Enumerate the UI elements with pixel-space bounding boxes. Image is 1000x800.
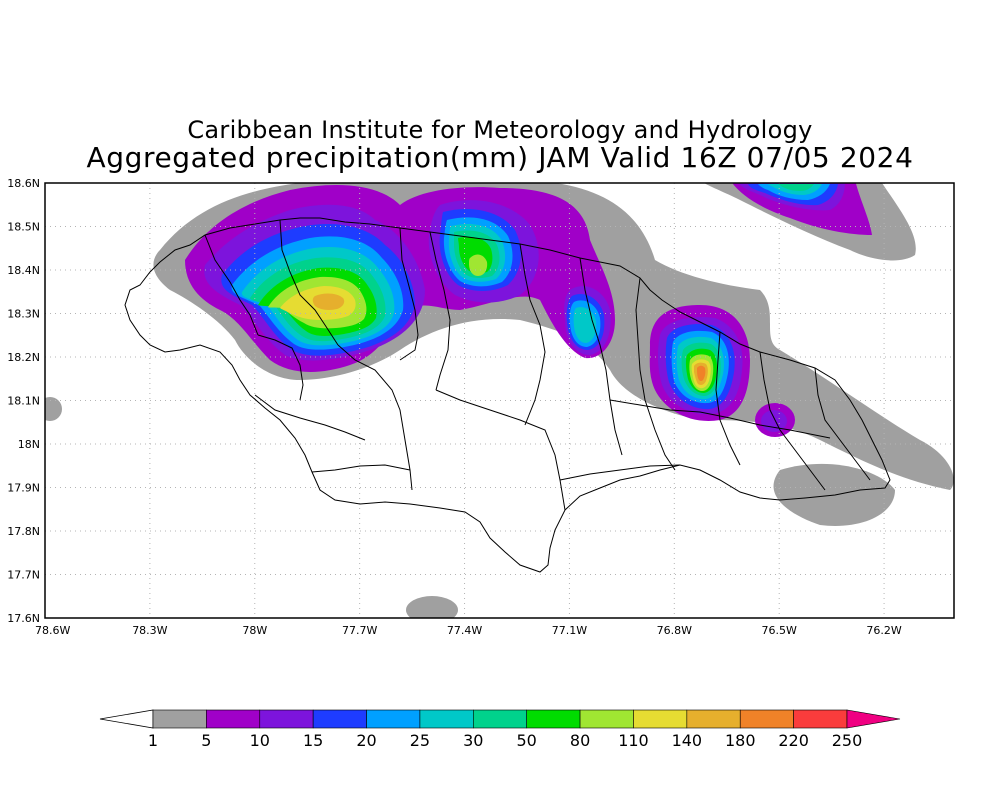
y-tick-label: 17.8N: [7, 525, 40, 538]
colorbar-segment: [633, 709, 688, 729]
colorbar-label: 25: [410, 731, 430, 750]
x-tick-label: 76.5W: [762, 624, 797, 637]
x-tick-label: 76.8W: [657, 624, 692, 637]
colorbar-segment: [739, 709, 794, 729]
y-tick-label: 18.2N: [7, 351, 40, 364]
y-tick-label: 17.7N: [7, 569, 40, 582]
map-title: Caribbean Institute for Meteorology and …: [187, 116, 813, 144]
colorbar-high-arrow: [846, 709, 901, 729]
map-frame: [44, 182, 955, 619]
x-axis-ticks: 78.6W 78.3W 78W 77.7W 77.4W 77.1W 76.8W 76.5W 76…: [35, 624, 902, 637]
colorbar-segment: [366, 709, 421, 729]
colorbar-segment: [686, 709, 741, 729]
y-tick-label: 18.1N: [7, 395, 40, 408]
colorbar-label: 15: [303, 731, 323, 750]
colorbar-segment: [526, 709, 581, 729]
colorbar-segment: [419, 709, 474, 729]
colorbar-label: 140: [672, 731, 703, 750]
colorbar-label: 10: [250, 731, 270, 750]
precipitation-colorbar: 1 5 10 15 20 25 30 50 80 110 140 180 220 250: [99, 709, 901, 750]
colorbar-segment: [312, 709, 367, 729]
colorbar-label: 250: [832, 731, 863, 750]
y-tick-label: 18.6N: [7, 177, 40, 190]
colorbar-label: 220: [778, 731, 809, 750]
colorbar-segment: [473, 709, 527, 729]
x-tick-label: 78.6W: [35, 624, 70, 637]
colorbar-label: 5: [201, 731, 211, 750]
colorbar-label: 80: [570, 731, 590, 750]
x-tick-label: 76.2W: [866, 624, 901, 637]
x-tick-label: 77.7W: [342, 624, 377, 637]
colorbar-segment: [793, 709, 848, 729]
jamaica-coastline: [124, 217, 891, 573]
colorbar-segment: [259, 709, 314, 729]
y-tick-label: 17.9N: [7, 482, 40, 495]
colorbar-low-arrow: [99, 709, 154, 729]
x-tick-label: 77.1W: [552, 624, 587, 637]
colorbar-label: 50: [517, 731, 537, 750]
y-tick-label: 18.4N: [7, 264, 40, 277]
colorbar-segment: [206, 709, 261, 729]
y-tick-label: 17.6N: [7, 612, 40, 625]
colorbar-label: 20: [356, 731, 376, 750]
map-subtitle: Aggregated precipitation(mm) JAM Valid 1…: [86, 141, 914, 174]
y-tick-label: 18.5N: [7, 221, 40, 234]
colorbar-label: 1: [148, 731, 158, 750]
colorbar-label: 180: [725, 731, 756, 750]
x-tick-label: 77.4W: [447, 624, 482, 637]
colorbar-segment: [152, 709, 207, 729]
colorbar-segment: [579, 709, 634, 729]
precipitation-contours: [45, 183, 954, 618]
colorbar-label: 110: [618, 731, 649, 750]
colorbar-label: 30: [463, 731, 483, 750]
x-tick-label: 78W: [242, 624, 267, 637]
y-tick-label: 18.3N: [7, 308, 40, 321]
y-tick-label: 18N: [18, 438, 40, 451]
y-axis-ticks: 18.6N 18.5N 18.4N 18.3N 18.2N 18.1N 18N 17.9N 17…: [7, 177, 40, 625]
x-tick-label: 78.3W: [132, 624, 167, 637]
